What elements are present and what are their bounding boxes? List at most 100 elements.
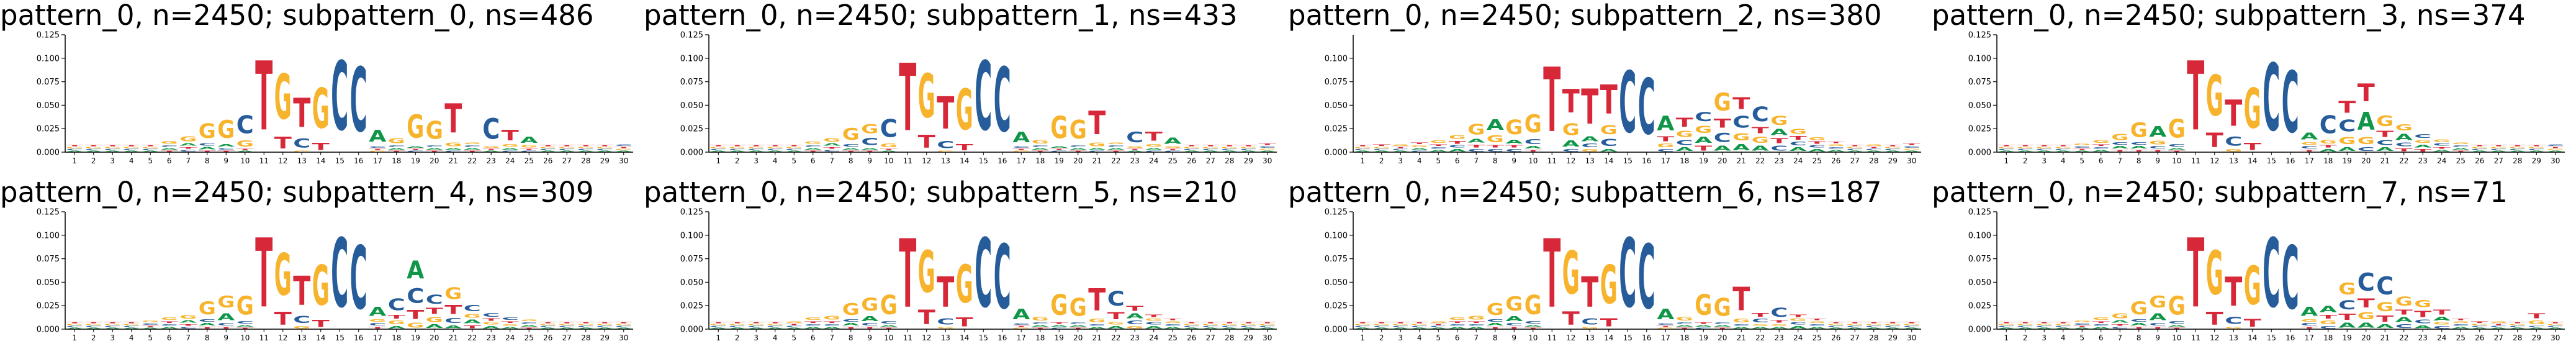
logo-letter-c: C	[1183, 148, 1200, 150]
x-tick-label: 10	[1528, 334, 1538, 342]
logo-letter-g: G	[2414, 139, 2431, 144]
x-tick-label: 21	[1737, 157, 1746, 165]
logo-letter-t: T	[2452, 150, 2469, 152]
logo-letter-t: T	[1259, 322, 1276, 324]
x-tick-label: 23	[2418, 157, 2428, 165]
logo-letter-g: G	[2168, 291, 2186, 320]
logo-letter-t: T	[2358, 296, 2375, 311]
logo-letter-c: C	[2452, 324, 2469, 326]
logo-letter-t: T	[2528, 145, 2545, 147]
logo-letter-t: T	[2017, 145, 2034, 147]
x-tick-label: 21	[2380, 334, 2390, 342]
x-tick-label: 3	[110, 334, 115, 342]
logo-letter-c: C	[1430, 147, 1447, 149]
x-tick-label: 3	[1398, 334, 1403, 342]
logo-letter-c: C	[2376, 273, 2394, 301]
logo-letter-c: C	[1997, 325, 2015, 327]
logo-letter-g: G	[199, 119, 216, 143]
x-tick-label: 18	[2323, 334, 2333, 342]
logo-letter-g: G	[1827, 143, 1845, 147]
y-tick-label: 0.025	[1325, 125, 1348, 134]
logo-letter-g: G	[2528, 147, 2545, 148]
logo-letter-a: A	[464, 148, 481, 151]
logo-letter-g: G	[2300, 142, 2318, 145]
logo-letter-g: G	[1164, 320, 1181, 324]
logo-letter-t: T	[539, 322, 557, 324]
logo-letter-a: A	[2320, 305, 2337, 314]
logo-letter-g: G	[918, 62, 935, 132]
logo-letter-c: C	[2035, 148, 2053, 150]
logo-letter-a: A	[369, 305, 387, 319]
logo-letter-a: A	[2452, 327, 2469, 330]
logo-letter-t: T	[1202, 145, 1219, 147]
logo-letter-g: G	[2509, 324, 2526, 325]
logo-letter-a: A	[1808, 148, 1826, 152]
x-tick-label: 13	[1585, 334, 1595, 342]
logo-letter-c: C	[1221, 325, 1238, 327]
logo-letter-g: G	[880, 291, 898, 322]
x-tick-label: 11	[2191, 157, 2200, 165]
logo-letter-a: A	[502, 327, 519, 330]
logo-letter-a: A	[161, 327, 178, 330]
logo-letter-t: T	[2471, 320, 2488, 324]
logo-letter-t: T	[1467, 320, 1485, 324]
logo-letter-c: C	[2300, 146, 2318, 150]
logo-letter-a: A	[2111, 146, 2128, 150]
logo-letter-t: T	[1827, 322, 1845, 324]
logo-letter-a: A	[1259, 327, 1276, 329]
x-tick-label: 17	[1017, 334, 1026, 342]
logo-letter-a: A	[1107, 148, 1125, 151]
logo-letter-t: T	[1088, 105, 1106, 142]
logo-letter-g: G	[804, 317, 822, 320]
logo-letter-c: C	[729, 325, 746, 327]
logo-letter-a: A	[179, 143, 197, 147]
logo-letter-c: C	[179, 327, 197, 329]
logo-letter-t: T	[1600, 317, 1618, 329]
logo-letter-g: G	[842, 301, 860, 319]
x-tick-label: 10	[1528, 157, 1538, 165]
logo-letter-t: T	[407, 307, 424, 322]
logo-letter-c: C	[2320, 325, 2337, 329]
logo-letter-c: C	[2149, 323, 2166, 327]
x-tick-label: 30	[619, 157, 628, 165]
y-tick-label: 0.075	[1325, 78, 1348, 87]
logo-letter-g: G	[1202, 324, 1219, 325]
logo-letter-a: A	[1846, 150, 1863, 152]
logo-letter-a: A	[1107, 325, 1125, 329]
logo-letter-c: C	[85, 325, 102, 327]
logo-letter-c: C	[729, 148, 746, 150]
x-tick-label: 19	[1699, 334, 1708, 342]
logo-letter-c: C	[1430, 325, 1447, 327]
logo-letter-c: C	[293, 137, 310, 150]
logo-letter-a: A	[1221, 150, 1238, 152]
x-tick-label: 23	[487, 334, 496, 342]
logo-letter-t: T	[426, 307, 443, 316]
logo-letter-c: C	[1373, 325, 1390, 327]
logo-letter-a: A	[388, 325, 405, 329]
logo-letter-t: T	[123, 145, 140, 147]
logo-letter-t: T	[123, 322, 140, 324]
logo-letter-t: T	[937, 88, 954, 139]
logo-letter-c: C	[1600, 137, 1618, 148]
logo-letter-t: T	[1865, 147, 1883, 148]
logo-letter-c: C	[2055, 148, 2072, 150]
logo-letter-c: C	[331, 42, 348, 152]
logo-letter-g: G	[2490, 320, 2507, 324]
logo-letter-g: G	[709, 324, 727, 325]
x-tick-label: 4	[773, 157, 778, 165]
x-tick-label: 25	[2456, 334, 2466, 342]
x-tick-label: 22	[1111, 157, 1120, 165]
logo-letter-g: G	[2414, 299, 2431, 310]
logo-letter-g: G	[1600, 123, 1618, 137]
logo-letter-a: A	[1790, 147, 1808, 152]
logo-letter-c: C	[1808, 145, 1826, 148]
logo-letter-c: C	[2225, 135, 2242, 148]
x-tick-label: 10	[2172, 157, 2181, 165]
logo-letter-t: T	[2244, 141, 2262, 152]
x-tick-label: 4	[1417, 334, 1422, 342]
logo-letter-c: C	[2338, 117, 2356, 135]
logo-letter-c: C	[2509, 148, 2526, 150]
y-tick-label: 0.025	[37, 302, 60, 311]
logo-letter-t: T	[1126, 148, 1143, 150]
logo-letter-t: T	[1411, 142, 1428, 145]
